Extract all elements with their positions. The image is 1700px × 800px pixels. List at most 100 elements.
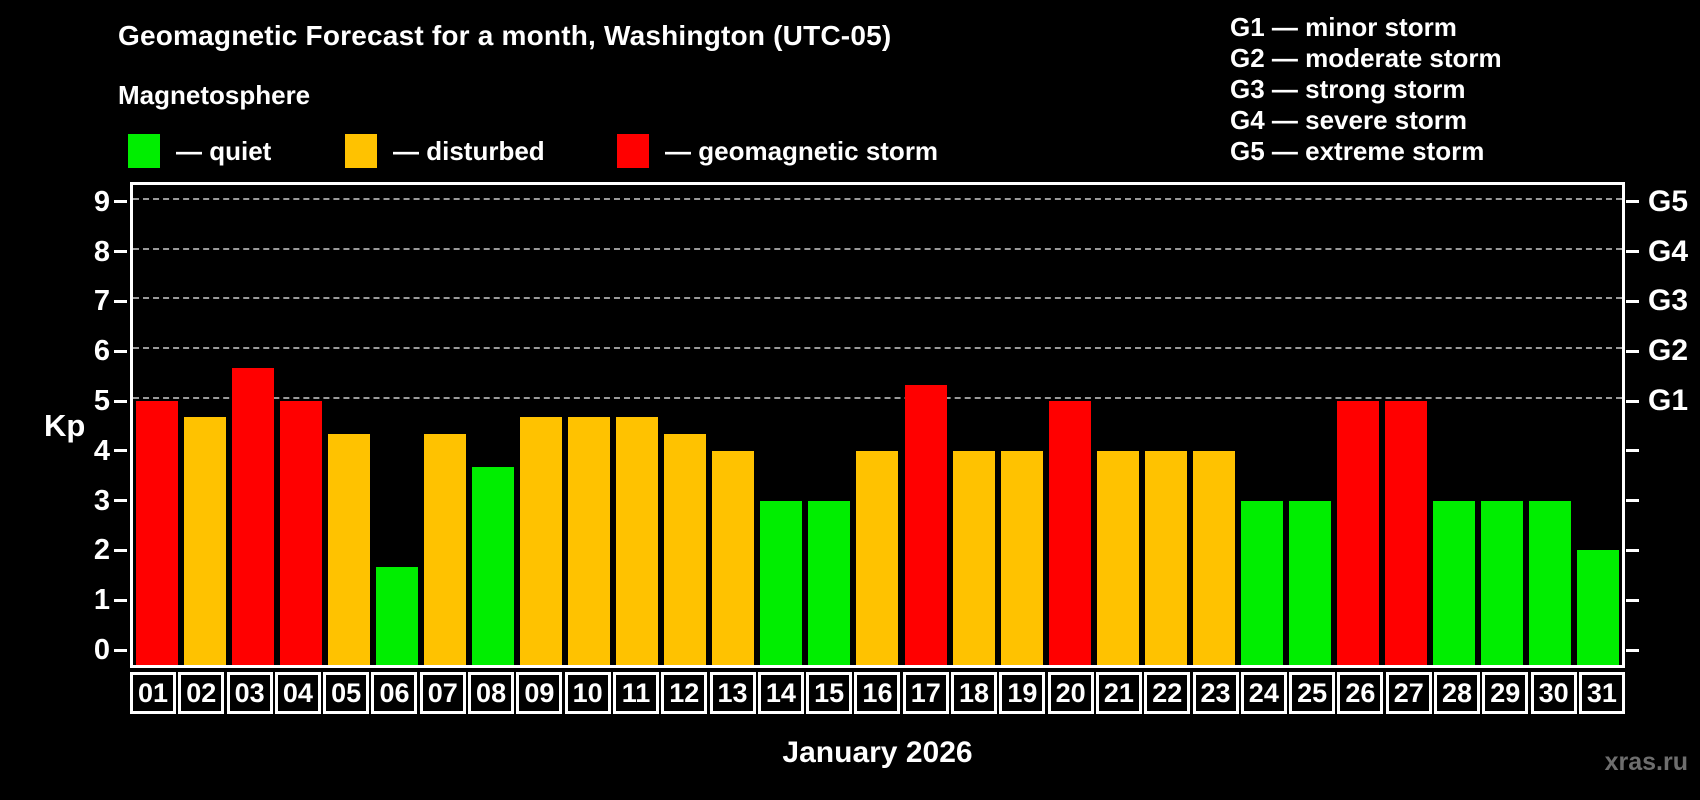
right-axis-label-g1: G1 (1648, 384, 1689, 417)
watermark-xras: xras.ru (1604, 748, 1688, 776)
bar-day-20 (1048, 401, 1091, 665)
bar-day-21 (1096, 450, 1139, 665)
y-tick-right-9 (1626, 200, 1639, 204)
bar-day-31 (1576, 550, 1619, 665)
day-label-03: 03 (226, 672, 273, 714)
legend-item-quiet: — quiet (128, 133, 271, 169)
bar-day-11 (616, 417, 659, 665)
g-legend-line-2: G2 — moderate storm (1230, 43, 1502, 73)
right-axis-label-g5: G5 (1648, 184, 1689, 218)
bar-day-27 (1384, 401, 1427, 665)
bar-day-16 (856, 450, 899, 665)
y-tick-right-6 (1626, 349, 1639, 353)
gridline-kp8 (133, 247, 1622, 250)
g-scale-legend: G1 — minor storm G2 — moderate storm G3 — … (1230, 12, 1502, 167)
legend-label-storm: — geomagnetic storm (665, 135, 939, 166)
y-tick-label-6: 6 (93, 335, 110, 368)
g-legend-line-5: G5 — extreme storm (1230, 136, 1485, 166)
day-label-31: 31 (1578, 672, 1625, 714)
day-label-24: 24 (1240, 672, 1287, 714)
day-label-01: 01 (130, 672, 176, 714)
bar-day-22 (1144, 450, 1187, 665)
y-tick-right-4 (1626, 449, 1639, 453)
day-label-06: 06 (371, 672, 418, 714)
bar-day-07 (424, 434, 467, 665)
y-tick-label-5: 5 (93, 385, 110, 417)
y-tick-label-2: 2 (93, 534, 110, 567)
g-legend-line-4: G4 — severe storm (1230, 105, 1468, 135)
bar-day-06 (376, 566, 419, 665)
day-label-15: 15 (806, 672, 853, 714)
gridline-kp7 (133, 297, 1622, 300)
day-label-28: 28 (1434, 672, 1481, 714)
y-tick-left-5 (114, 399, 127, 403)
bar-day-26 (1336, 401, 1379, 665)
bar-day-30 (1528, 500, 1571, 665)
day-label-02: 02 (178, 672, 225, 714)
bar-day-19 (1000, 450, 1043, 665)
y-tick-left-8 (114, 250, 127, 254)
subtitle-magnetosphere: Magnetosphere (118, 80, 311, 110)
day-label-07: 07 (419, 672, 466, 714)
legend-label-quiet: — quiet (176, 135, 272, 166)
day-label-11: 11 (612, 672, 659, 714)
g-legend-line-1: G1 — minor storm (1230, 12, 1457, 42)
bar-day-25 (1288, 500, 1331, 665)
day-label-20: 20 (1047, 672, 1094, 714)
right-axis-label-g4: G4 (1648, 234, 1689, 268)
day-label-09: 09 (516, 672, 563, 714)
y-tick-left-2 (114, 548, 127, 552)
y-tick-label-3: 3 (93, 484, 110, 517)
bar-day-14 (760, 500, 803, 665)
y-tick-left-1 (114, 598, 127, 602)
bar-day-12 (664, 434, 707, 665)
day-label-19: 19 (999, 672, 1046, 714)
bar-day-17 (904, 384, 947, 665)
day-label-25: 25 (1289, 672, 1336, 714)
bar-day-18 (952, 450, 995, 665)
bar-day-08 (472, 467, 515, 665)
day-label-16: 16 (854, 672, 901, 714)
y-tick-left-3 (114, 499, 127, 503)
y-tick-right-2 (1626, 548, 1639, 552)
y-tick-label-7: 7 (93, 285, 110, 318)
x-axis-day-labels: 01 02 03 04 05 06 07 08 09 10 11 12 13 14 15 16 17 18 19 20… (130, 672, 1625, 714)
y-axis-label-kp: Kp (44, 408, 86, 443)
bar-day-04 (280, 401, 323, 665)
day-label-22: 22 (1144, 672, 1191, 714)
gridline-kp9 (133, 197, 1622, 200)
bar-day-09 (520, 417, 563, 665)
gridline-kp6 (133, 347, 1622, 350)
y-tick-right-7 (1626, 299, 1639, 303)
y-tick-left-4 (114, 449, 127, 453)
day-label-21: 21 (1095, 672, 1142, 714)
bar-day-24 (1240, 500, 1283, 665)
storm-swatch-icon (617, 134, 649, 168)
legend-label-disturbed: — disturbed (393, 135, 545, 166)
y-tick-right-0 (1626, 648, 1639, 652)
day-label-23: 23 (1192, 672, 1239, 714)
bar-day-15 (808, 500, 851, 665)
right-axis-label-g3: G3 (1648, 284, 1689, 318)
bar-day-10 (568, 417, 611, 665)
day-label-17: 17 (902, 672, 949, 714)
bar-day-03 (232, 367, 275, 665)
y-tick-right-3 (1626, 499, 1639, 503)
bar-day-23 (1192, 450, 1235, 665)
bars-container (136, 185, 1619, 665)
page-title: Geomagnetic Forecast for a month, Washin… (118, 20, 892, 51)
day-label-12: 12 (661, 672, 708, 714)
y-tick-label-4: 4 (93, 434, 110, 467)
bar-day-28 (1432, 500, 1475, 665)
y-tick-right-1 (1626, 598, 1639, 602)
right-axis-label-g2: G2 (1648, 334, 1689, 368)
disturbed-swatch-icon (345, 134, 377, 168)
bar-day-05 (328, 434, 371, 665)
quiet-swatch-icon (128, 134, 160, 168)
day-label-08: 08 (468, 672, 515, 714)
y-tick-label-0: 0 (93, 634, 110, 666)
y-tick-label-9: 9 (93, 185, 110, 218)
plot-area (130, 182, 1625, 668)
day-label-10: 10 (564, 672, 611, 714)
